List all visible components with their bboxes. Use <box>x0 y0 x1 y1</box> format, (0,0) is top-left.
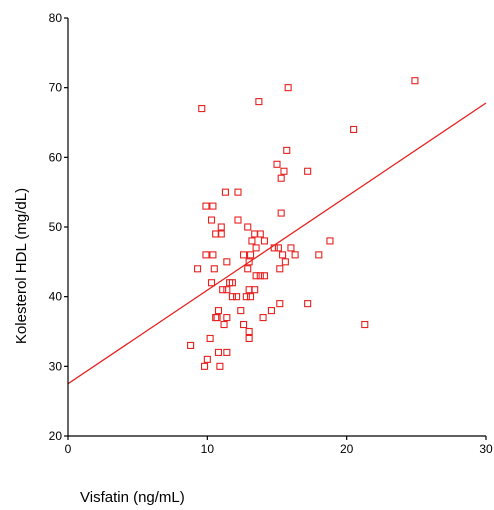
data-point <box>244 223 252 231</box>
data-point <box>281 258 289 266</box>
y-tick-label: 70 <box>49 81 63 95</box>
data-point <box>260 237 269 245</box>
data-point <box>277 209 285 217</box>
data-point <box>233 293 241 301</box>
data-point <box>276 300 284 308</box>
data-point <box>228 293 236 301</box>
data-point <box>194 265 202 273</box>
x-tick-label: 30 <box>479 442 493 456</box>
data-point <box>252 244 260 252</box>
data-point <box>350 125 358 134</box>
data-point <box>203 355 211 363</box>
data-point <box>223 348 231 356</box>
data-point <box>209 202 217 210</box>
data-point <box>252 272 260 280</box>
y-tick-label: 40 <box>49 290 63 304</box>
data-point <box>283 146 291 154</box>
data-point <box>255 98 263 106</box>
data-point <box>304 300 312 308</box>
x-tick-label: 10 <box>201 442 215 456</box>
data-point <box>287 244 295 252</box>
data-points-layer <box>187 77 419 370</box>
data-point <box>251 286 259 294</box>
data-point <box>246 293 255 301</box>
data-point <box>244 265 252 273</box>
y-axis-title: Kolesterol HDL (mg/dL) <box>13 188 30 344</box>
data-point <box>187 341 195 349</box>
data-point <box>315 251 323 259</box>
data-point <box>210 265 218 273</box>
data-point <box>361 320 369 329</box>
data-point <box>223 258 231 266</box>
data-point <box>207 279 216 287</box>
data-point <box>216 362 224 370</box>
data-point <box>270 244 278 252</box>
x-tick-label: 20 <box>340 442 354 456</box>
y-tick-label: 50 <box>49 220 63 234</box>
data-point <box>207 216 216 224</box>
data-point <box>273 160 281 168</box>
data-point <box>279 251 287 259</box>
y-tick-label: 30 <box>49 359 63 373</box>
data-point <box>260 272 269 280</box>
data-point <box>259 314 267 322</box>
data-point <box>304 167 312 175</box>
y-tick-label: 60 <box>49 150 63 164</box>
data-point <box>245 334 253 343</box>
data-point <box>217 223 225 231</box>
regression-line <box>67 102 487 385</box>
data-point <box>206 334 214 343</box>
data-point <box>248 237 256 245</box>
data-point <box>240 251 248 259</box>
data-point <box>256 272 264 280</box>
data-point <box>237 307 245 315</box>
data-point <box>277 174 285 182</box>
data-point <box>214 348 223 356</box>
data-point <box>274 244 282 252</box>
data-point <box>202 251 210 259</box>
data-point <box>291 251 299 259</box>
data-point <box>228 279 236 287</box>
data-point <box>223 314 231 322</box>
regression-line-layer <box>67 102 487 385</box>
y-tick-label: 20 <box>49 429 63 443</box>
data-point <box>234 188 242 196</box>
data-point <box>214 307 223 315</box>
y-tick-label: 80 <box>49 11 63 25</box>
data-point <box>240 320 248 329</box>
data-point <box>280 167 288 175</box>
data-point <box>326 237 334 245</box>
data-point <box>219 286 227 294</box>
data-point <box>221 188 229 196</box>
data-point <box>242 293 250 301</box>
data-point <box>212 314 220 322</box>
data-point <box>220 320 228 329</box>
x-tick-label: 0 <box>65 442 72 456</box>
data-point <box>267 307 275 315</box>
data-point <box>256 230 264 238</box>
data-point <box>276 265 284 273</box>
data-point <box>245 258 253 266</box>
data-point <box>234 216 242 224</box>
data-point <box>245 327 253 336</box>
data-point <box>198 105 206 113</box>
data-point <box>212 230 220 238</box>
data-point <box>209 251 217 259</box>
data-point <box>246 251 255 259</box>
x-axis-title: Visfatin (ng/mL) <box>80 489 185 506</box>
data-point <box>202 202 210 210</box>
data-point <box>284 84 292 92</box>
axes: 20 30 40 50 60 70 80 0 10 20 30 <box>49 11 493 456</box>
data-point <box>411 77 419 85</box>
data-point <box>200 362 209 370</box>
data-point <box>223 286 231 294</box>
